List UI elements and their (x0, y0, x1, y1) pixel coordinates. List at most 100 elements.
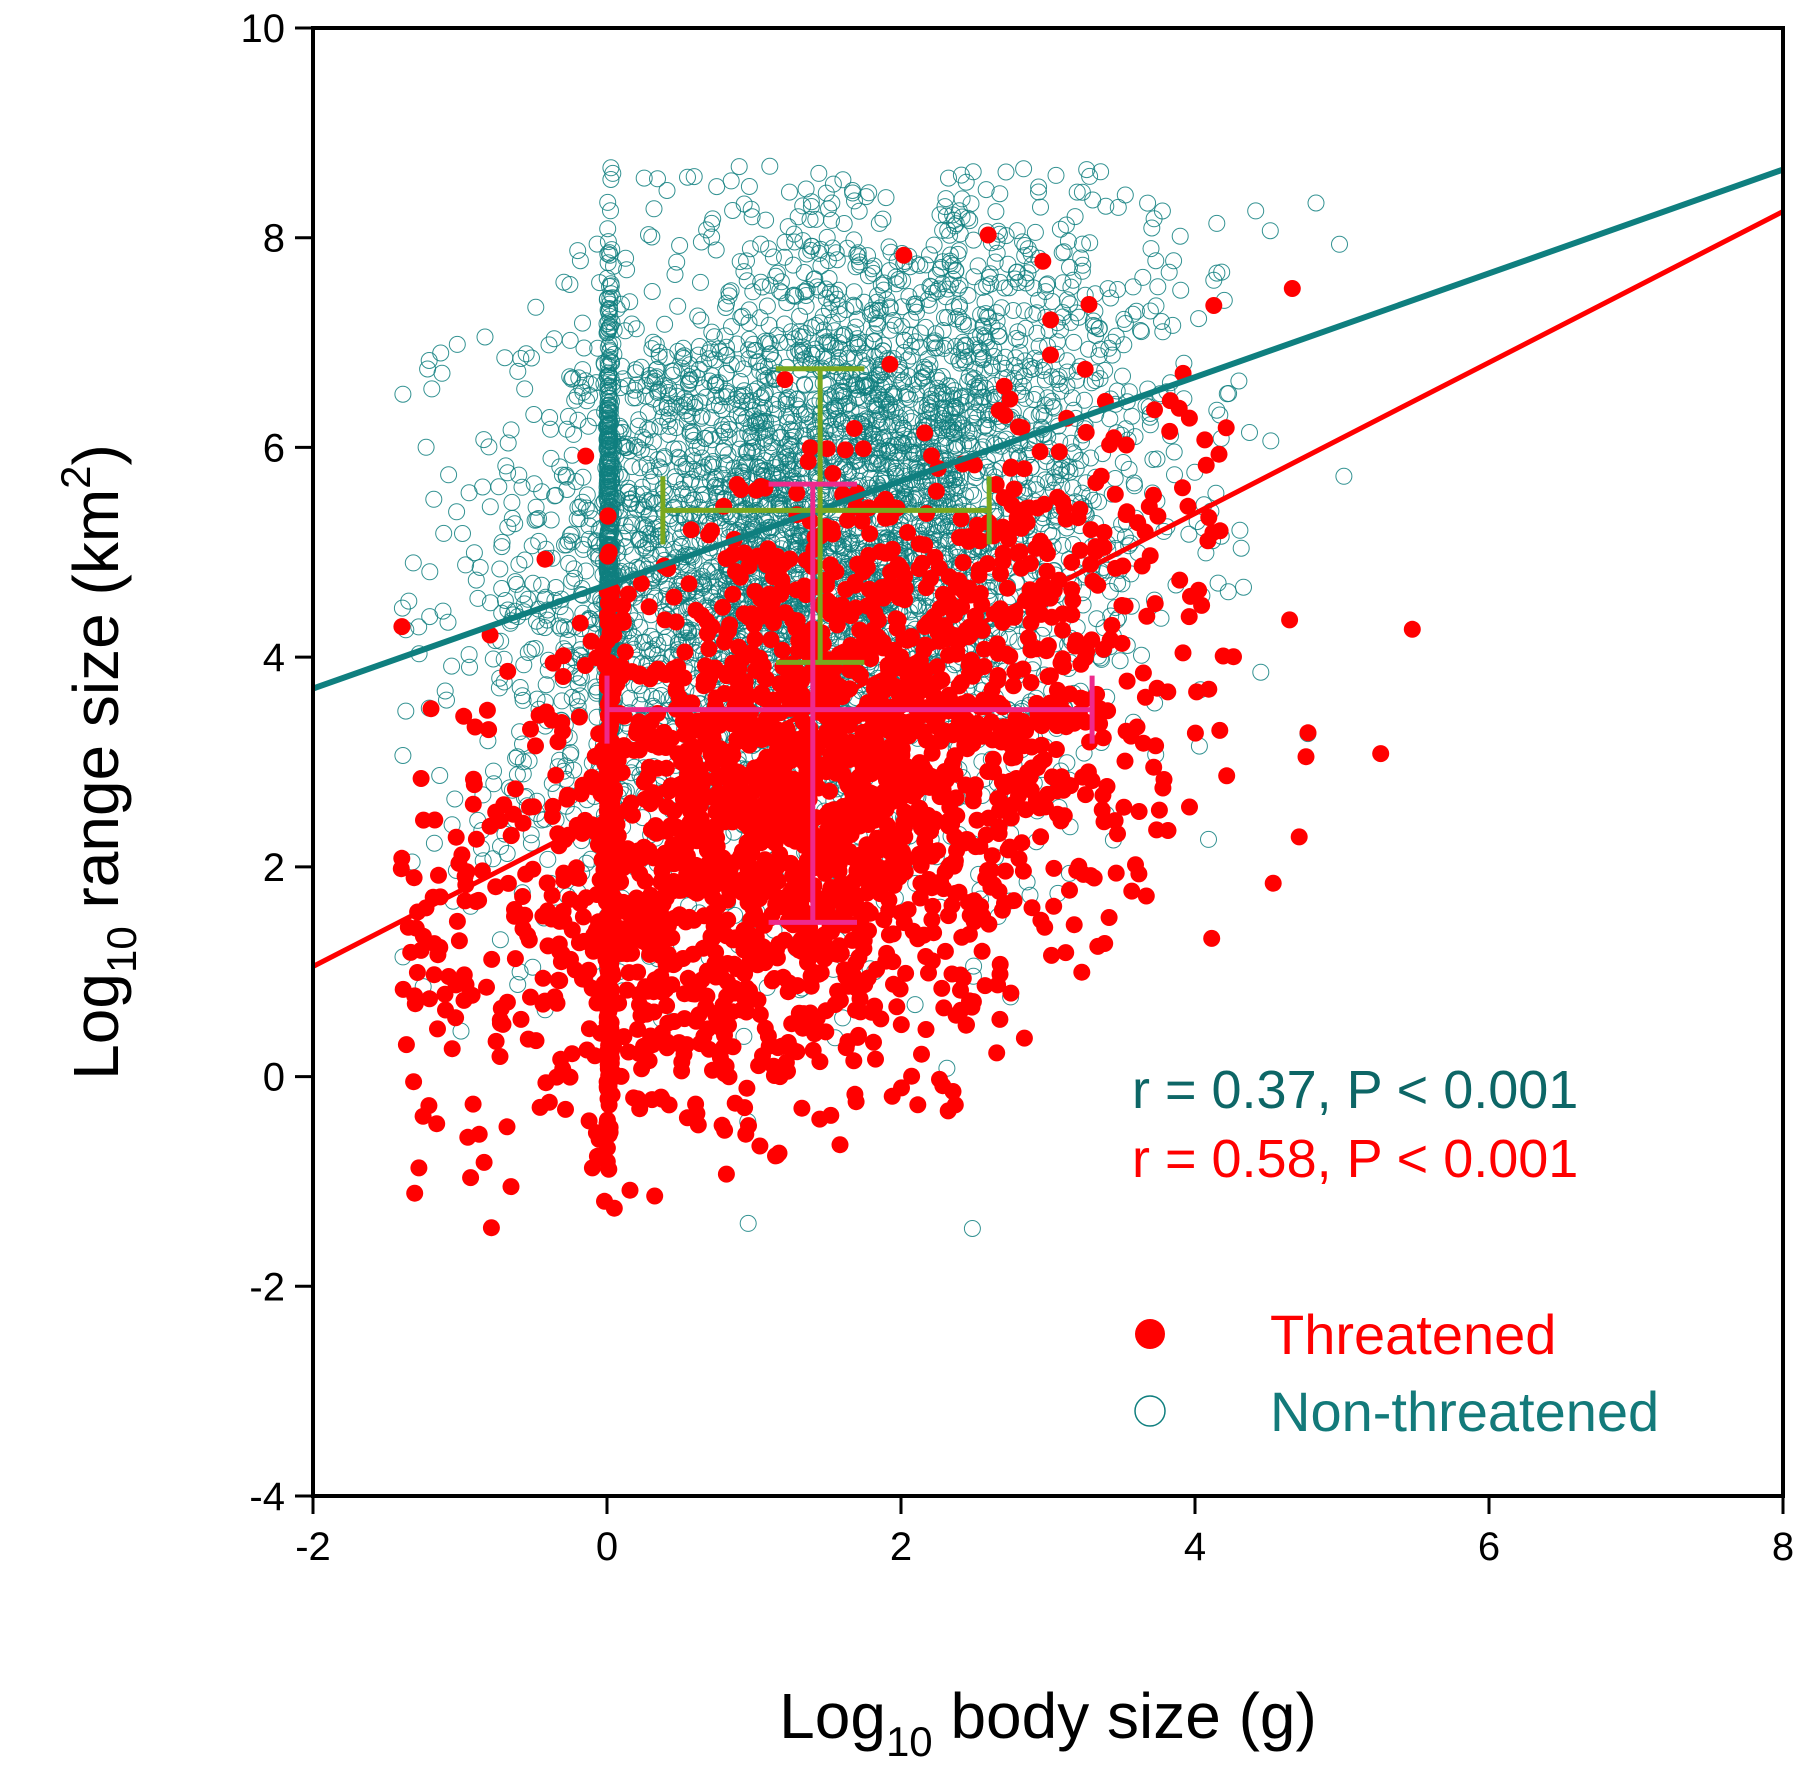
non-threatened-point (975, 418, 993, 436)
non-threatened-point (1139, 194, 1157, 212)
non-threatened-point (706, 351, 724, 369)
non-threatened-point (623, 458, 641, 476)
non-threatened-point (732, 308, 750, 326)
non-threatened-point (1081, 167, 1099, 185)
non-threatened-point (959, 317, 977, 335)
non-threatened-point (830, 392, 848, 410)
non-threatened-point (551, 458, 569, 476)
non-threatened-point (673, 359, 691, 377)
non-threatened-point (703, 431, 721, 449)
non-threatened-point (676, 402, 694, 420)
non-threatened-point (639, 420, 657, 438)
non-threatened-point (502, 421, 520, 439)
non-threatened-point (965, 486, 983, 504)
non-threatened-point (692, 311, 710, 329)
non-threatened-point (1235, 578, 1252, 596)
non-threatened-point (808, 344, 826, 362)
non-threatened-point (718, 382, 735, 400)
non-threatened-point (1073, 262, 1091, 280)
non-threatened-point (794, 197, 812, 215)
non-threatened-point (602, 171, 620, 188)
non-threatened-point (701, 340, 719, 358)
non-threatened-point (1164, 316, 1182, 334)
non-threatened-point (884, 413, 902, 431)
non-threatened-point (1082, 449, 1100, 467)
non-threatened-point (797, 180, 815, 198)
non-threatened-point (404, 554, 422, 572)
non-threatened-point (579, 417, 597, 435)
non-threatened-point (732, 373, 749, 390)
non-threatened-point (556, 618, 573, 636)
non-threatened-point (623, 315, 641, 333)
non-threatened-point (1073, 183, 1091, 201)
non-threatened-point (1080, 340, 1097, 358)
non-threatened-point (566, 569, 584, 587)
non-threatened-point (485, 775, 503, 793)
non-threatened-point (746, 342, 763, 359)
non-threatened-point (601, 278, 618, 295)
non-threatened-point (706, 376, 724, 394)
non-threatened-point (1066, 208, 1084, 226)
non-threatened-point (893, 298, 911, 316)
non-threatened-point (648, 360, 666, 378)
non-threatened-point (902, 337, 920, 355)
non-threatened-point (516, 551, 534, 569)
non-threatened-point (1142, 240, 1160, 258)
non-threatened-point (921, 246, 938, 264)
non-threatened-point (703, 323, 721, 341)
non-threatened-point (1022, 406, 1040, 424)
non-threatened-point (1132, 322, 1149, 339)
non-threatened-point (735, 195, 753, 213)
non-threatened-point (956, 342, 973, 360)
non-threatened-point (503, 493, 521, 511)
non-threatened-point (1075, 391, 1093, 409)
non-threatened-point (446, 790, 464, 808)
non-threatened-point (650, 380, 668, 398)
non-threatened-point (469, 589, 487, 607)
non-threatened-point (690, 338, 708, 355)
non-threatened-point (789, 208, 807, 226)
non-threatened-point (1084, 191, 1102, 209)
non-threatened-point (599, 220, 617, 238)
non-threatened-point (963, 1220, 981, 1237)
non-threatened-point (498, 845, 516, 862)
non-threatened-point (517, 345, 535, 363)
non-threatened-point (524, 958, 542, 976)
non-threatened-point (957, 173, 975, 191)
non-threatened-point (509, 976, 527, 993)
non-threatened-point (977, 181, 995, 199)
non-threatened-point (1090, 493, 1108, 511)
non-threatened-point (884, 312, 902, 329)
non-threatened-point (522, 826, 540, 844)
non-threatened-point (685, 168, 703, 186)
non-threatened-point (937, 336, 955, 354)
non-threatened-point (491, 931, 509, 949)
non-threatened-point (665, 440, 683, 458)
non-threatened-point (460, 484, 478, 502)
non-threatened-point (620, 479, 637, 497)
non-threatened-point (965, 268, 983, 286)
non-threatened-point (953, 190, 971, 208)
non-threatened-point (957, 337, 975, 355)
non-threatened-point (801, 211, 819, 228)
non-threatened-point (716, 327, 734, 345)
non-threatened-point (874, 210, 892, 228)
non-threatened-point (1039, 389, 1057, 407)
non-threatened-point (530, 510, 547, 527)
non-threatened-point (537, 676, 555, 694)
non-threatened-point (699, 563, 717, 581)
non-threatened-point (1147, 252, 1165, 270)
non-threatened-point (821, 283, 839, 301)
non-threatened-point (621, 689, 639, 707)
non-threatened-point (1051, 220, 1069, 238)
non-threatened-point (417, 438, 435, 456)
non-threatened-point (1335, 467, 1353, 485)
non-threatened-point (728, 355, 746, 373)
non-threatened-point (510, 466, 528, 484)
non-threatened-point (542, 420, 559, 438)
non-threatened-point (1030, 178, 1048, 196)
non-threatened-point (443, 657, 461, 675)
non-threatened-point (1088, 610, 1106, 628)
non-threatened-point (1004, 302, 1022, 319)
non-threatened-point (1106, 470, 1124, 487)
